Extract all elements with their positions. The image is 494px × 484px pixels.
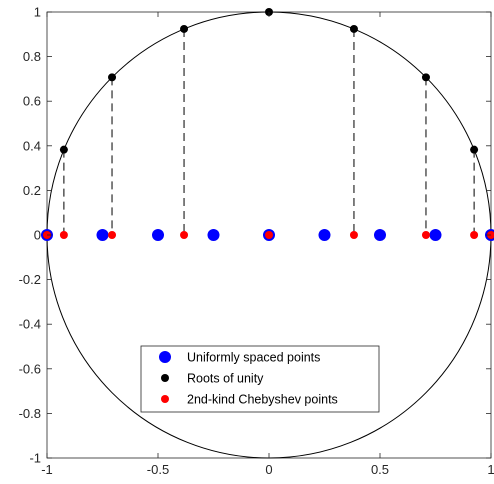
data-point [180, 24, 189, 33]
data-point [349, 24, 358, 33]
legend-label: 2nd-kind Chebyshev points [187, 393, 338, 407]
data-point [349, 231, 358, 239]
data-point [96, 229, 109, 241]
y-tick-label: 0.8 [23, 49, 41, 64]
data-point [421, 73, 430, 82]
legend-box [140, 345, 380, 413]
legend-label: Roots of unity [187, 372, 264, 386]
data-point [152, 229, 164, 241]
data-point [180, 231, 189, 239]
legend-marker [161, 374, 169, 382]
data-point [265, 231, 273, 239]
y-tick-label: 1 [34, 5, 41, 20]
data-point [59, 145, 68, 154]
data-point [470, 145, 479, 154]
data-point [429, 229, 442, 241]
y-tick-label: -0.6 [19, 361, 41, 376]
data-point [421, 231, 430, 239]
x-axis: -1 -0.5 0 0.5 1 [41, 12, 494, 477]
y-tick-label: -0.4 [19, 317, 41, 332]
legend-marker [159, 351, 171, 363]
x-tick-label: -0.5 [147, 462, 169, 477]
y-tick-label: 0.2 [23, 183, 41, 198]
data-point [108, 231, 117, 239]
y-tick-label: -1 [29, 451, 41, 466]
y-tick-label: -0.2 [19, 272, 41, 287]
data-point [207, 229, 220, 241]
y-tick-label: 0.4 [23, 138, 41, 153]
y-axis: -1 -0.8 -0.6 -0.4 -0.2 0 0.2 0.4 0.6 0.8 1 [19, 5, 491, 466]
data-point [108, 73, 117, 82]
data-point [374, 229, 386, 241]
x-tick-label: -1 [41, 462, 53, 477]
data-point [59, 231, 68, 239]
series-2 [43, 231, 494, 239]
data-point [318, 229, 331, 241]
legend-marker [161, 395, 169, 403]
x-tick-label: 0 [265, 462, 272, 477]
legend-label: Uniformly spaced points [187, 351, 320, 365]
legend: Uniformly spaced points Roots of unity 2nd… [140, 345, 380, 413]
x-tick-label: 0.5 [371, 462, 389, 477]
y-tick-label: 0 [34, 228, 41, 243]
y-tick-label: -0.8 [19, 406, 41, 421]
series-0 [41, 229, 494, 241]
data-point [470, 231, 479, 239]
y-tick-label: 0.6 [23, 94, 41, 109]
x-tick-label: 1 [487, 462, 494, 477]
